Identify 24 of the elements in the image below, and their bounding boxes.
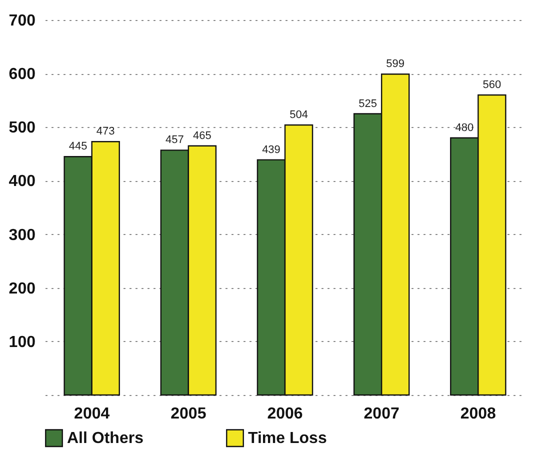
x-tick-label: 2005 [170, 406, 206, 422]
data-label: 599 [386, 58, 405, 70]
data-label: 504 [290, 109, 308, 121]
data-label: 560 [482, 79, 502, 91]
legend-label: Time Loss [248, 430, 327, 448]
data-label: 473 [96, 126, 115, 138]
x-tick-label: 2008 [460, 406, 496, 422]
y-tick-label: 500 [8, 120, 36, 137]
y-tick-label: 600 [8, 66, 36, 84]
data-label: 465 [193, 130, 212, 142]
x-tick-label: 2007 [364, 406, 400, 422]
y-tick-label: 400 [8, 173, 36, 190]
data-label: 480 [455, 122, 474, 134]
y-tick-label: 100 [8, 334, 36, 351]
data-label: 457 [165, 134, 184, 146]
x-tick-label: 2006 [267, 406, 303, 422]
y-tick-label: 200 [8, 280, 36, 298]
y-tick-label: 300 [8, 226, 36, 244]
data-label: 445 [68, 140, 88, 153]
data-label: 439 [262, 144, 280, 156]
y-tick-label: 700 [8, 12, 36, 30]
data-label: 525 [358, 98, 377, 110]
legend-label: All Others [67, 430, 144, 448]
x-tick-label: 2004 [74, 406, 110, 422]
